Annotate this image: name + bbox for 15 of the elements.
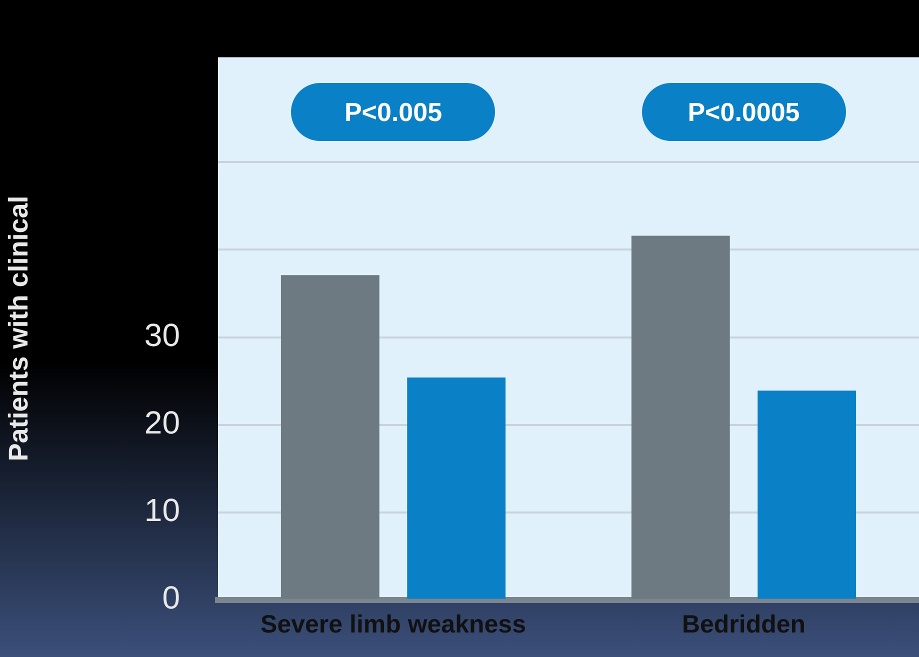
- bar: [631, 236, 730, 599]
- y-tick-label: 0: [162, 580, 180, 616]
- label-pill: P<0.0005: [642, 83, 846, 142]
- annotation: P<0.005: [344, 97, 442, 128]
- annotation: P<0.0005: [688, 97, 800, 128]
- y-tick-label: 10: [144, 492, 180, 528]
- x-tick-label: Severe limb weakness: [260, 610, 526, 639]
- y-tick-label: 30: [144, 317, 180, 354]
- y-tick-label: 20: [144, 404, 180, 441]
- label-pill: P<0.005: [291, 83, 496, 142]
- bar: [407, 378, 506, 599]
- bar: [758, 390, 856, 599]
- x-tick-label: Bedridden: [682, 610, 806, 639]
- bar: [280, 275, 380, 599]
- y-axis-title: Patients with clinical: [4, 196, 34, 462]
